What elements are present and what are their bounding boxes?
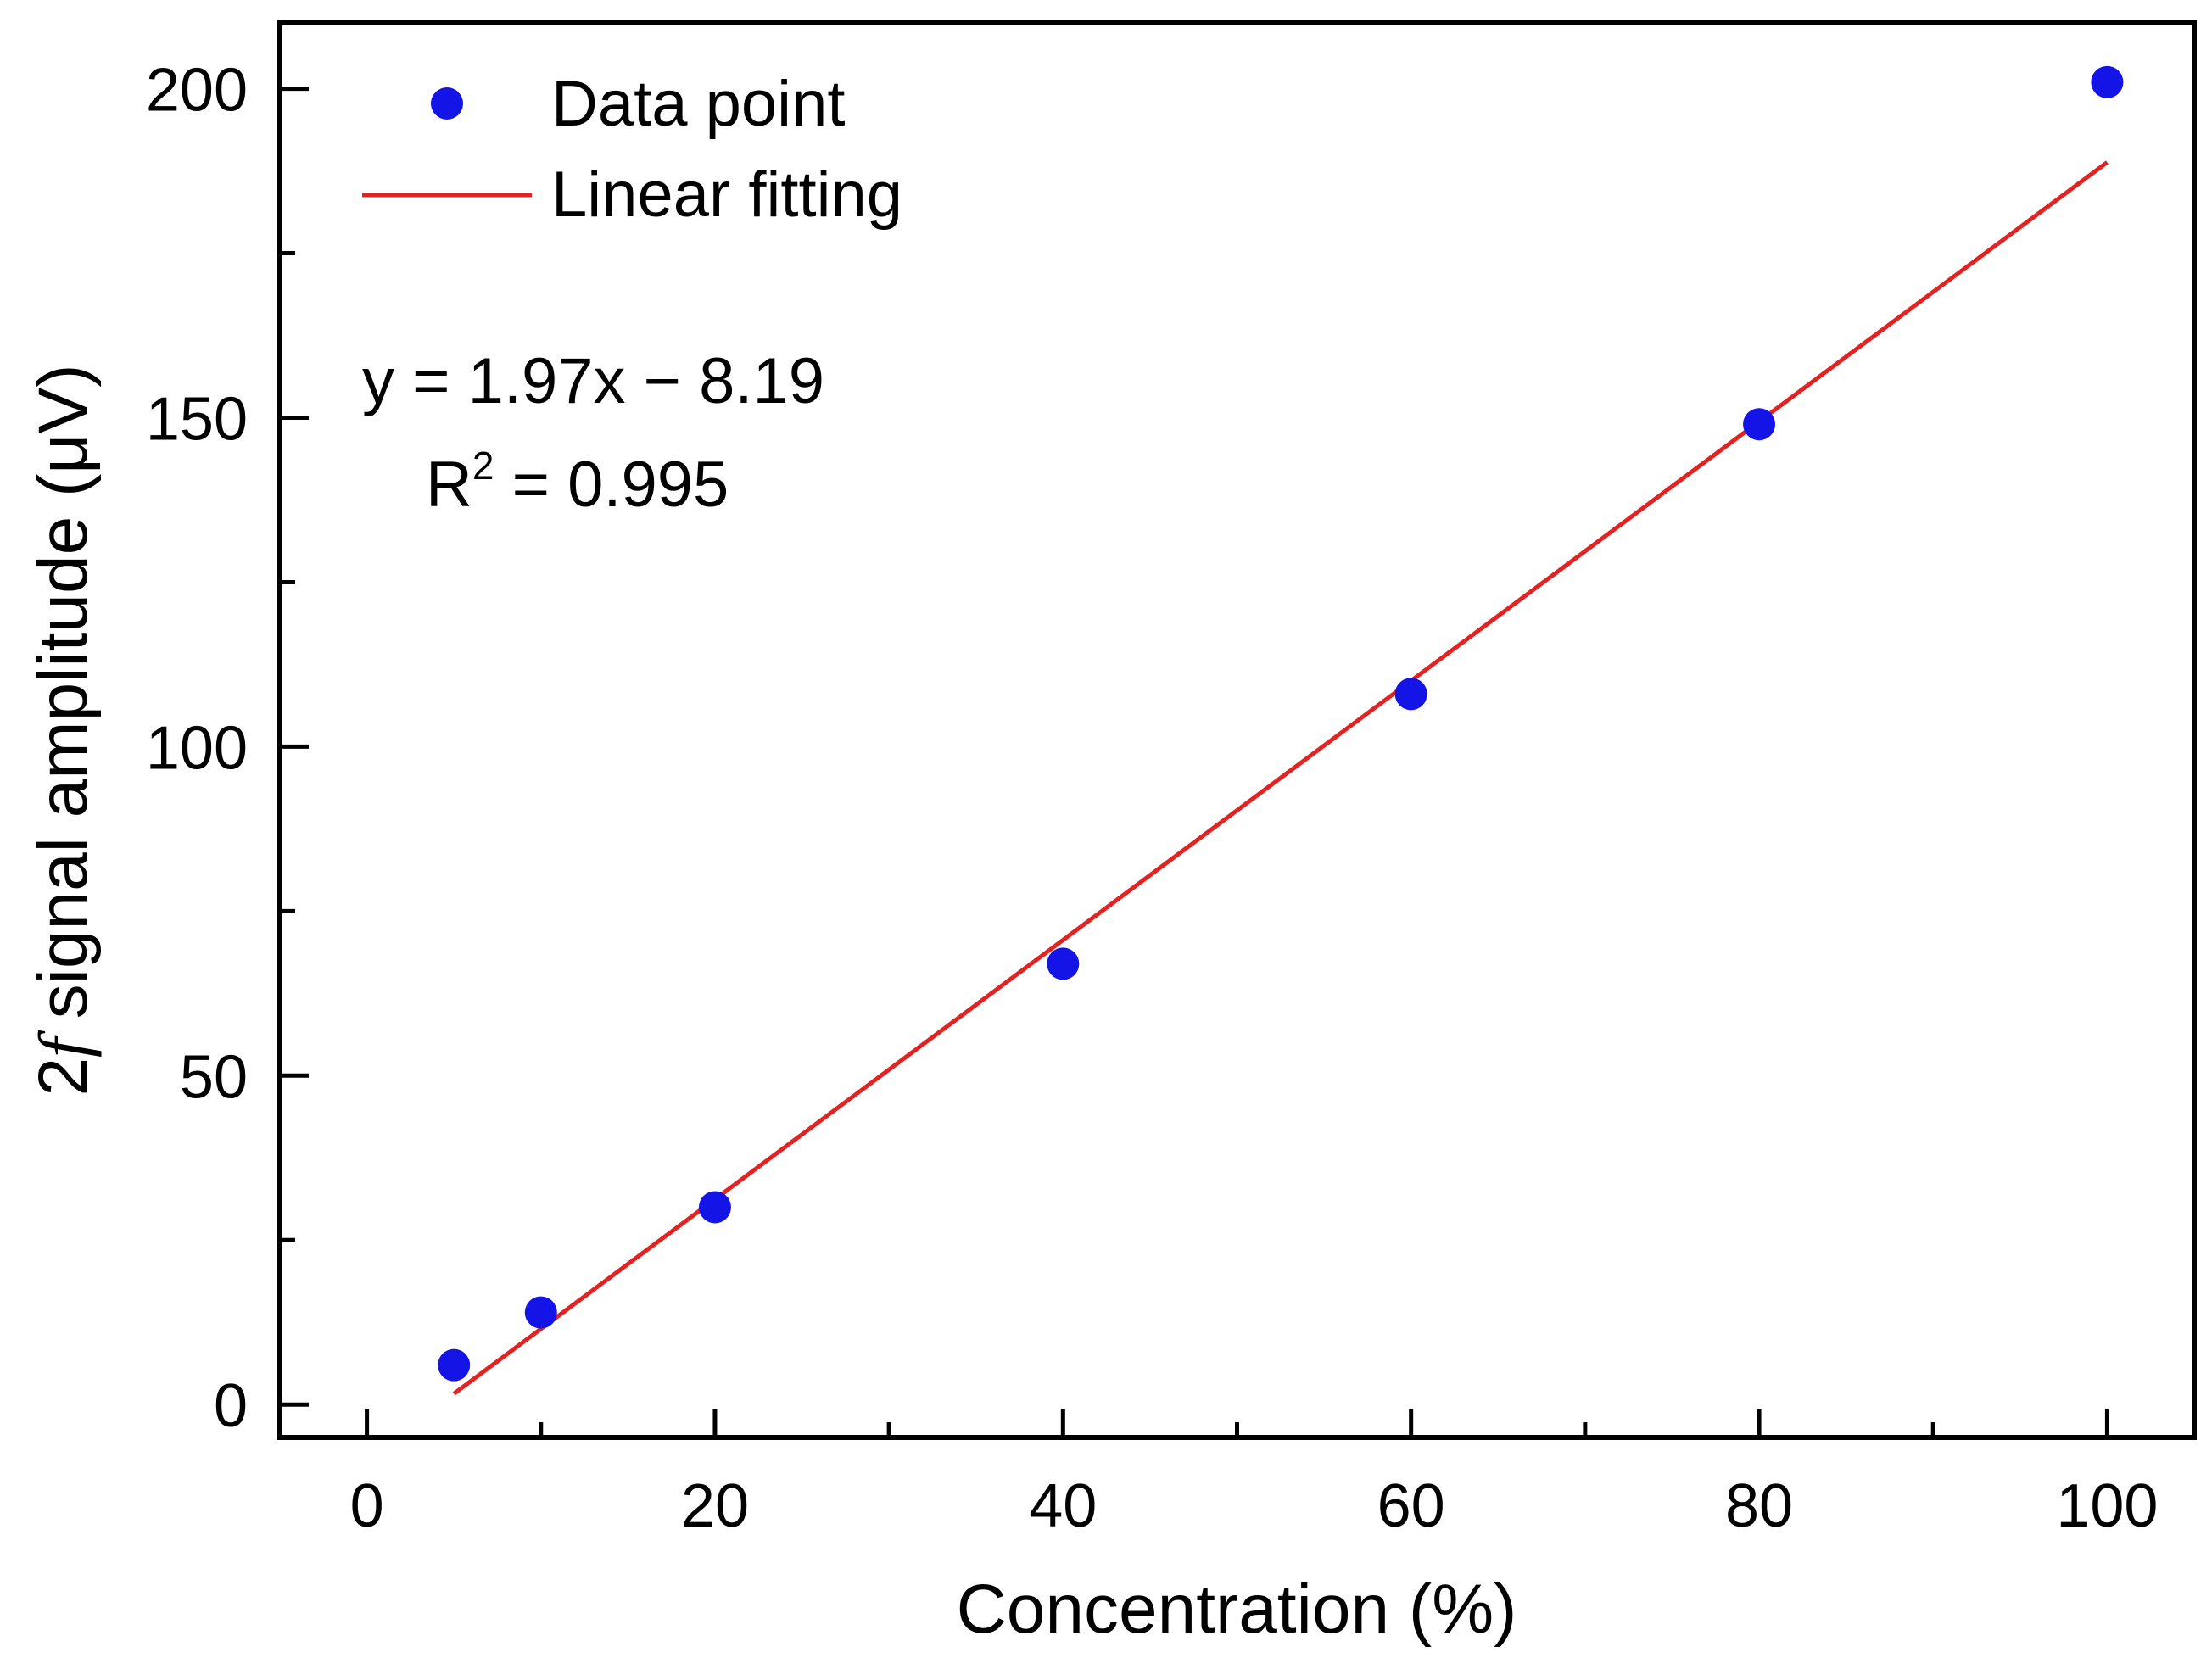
data-point-6 [2091,65,2124,98]
y-tick-label-100: 100 [146,714,248,782]
data-point-0 [438,1348,471,1382]
data-point-5 [1743,408,1776,441]
plot-frame [277,20,2197,1440]
data-point-2 [698,1191,731,1224]
y-axis-ticks [280,87,309,1407]
data-point-4 [1394,678,1427,711]
y-tick-label-0: 0 [214,1372,248,1440]
data-points [438,65,2124,1382]
x-tick-label-20: 20 [681,1472,749,1540]
x-tick-label-40: 40 [1029,1472,1097,1540]
y-tick-label-200: 200 [146,57,248,125]
legend-marker-data-point [431,87,463,120]
x-tick-label-80: 80 [1725,1472,1793,1540]
data-point-3 [1047,947,1080,980]
x-tick-label-60: 60 [1377,1472,1445,1540]
x-axis-title: Concentration (%) [957,1571,1517,1648]
data-point-1 [524,1296,557,1329]
r-squared: R2 = 0.995 [426,444,729,521]
x-tick-label-100: 100 [2056,1472,2158,1540]
fit-equation: y = 1.97x − 8.19 [362,345,824,417]
x-axis-tick-labels: 0 20 40 60 80 100 [350,1472,2159,1540]
y-axis-tick-labels: 0 50 100 150 200 [146,57,248,1441]
linear-fit-line [452,160,2109,1396]
y-tick-label-50: 50 [180,1043,248,1111]
x-axis-ticks [365,1409,2109,1437]
legend-label-linear-fitting: Linear fitting [551,159,902,231]
legend-label-data-point: Data point [551,68,845,140]
y-tick-label-150: 150 [146,385,248,453]
legend: Data point Linear fitting [362,68,902,231]
y-axis-title: 2f signal amplitude (μV) [25,364,102,1096]
x-tick-label-0: 0 [350,1472,384,1540]
